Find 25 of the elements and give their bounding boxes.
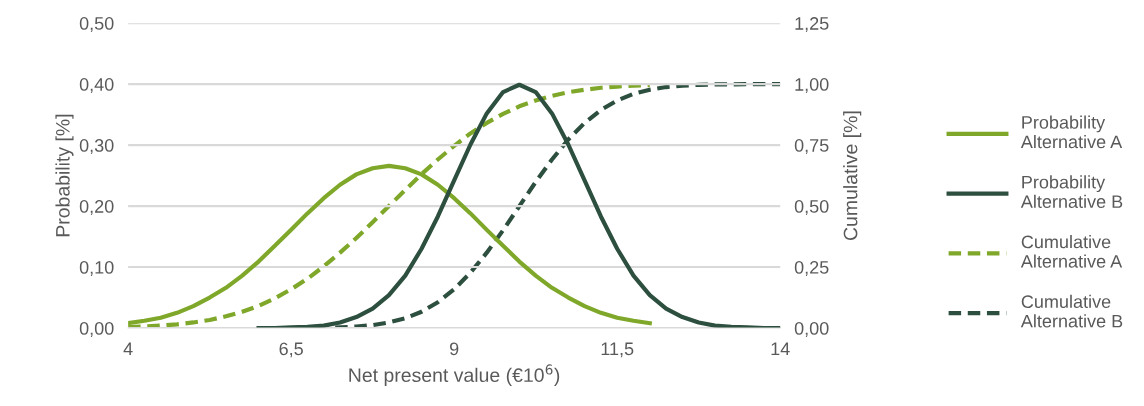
- y-tick-label: 0,30: [79, 139, 114, 154]
- y2-axis-title: Cumulative [%]: [843, 111, 862, 240]
- y2-tick-label: 0,00: [794, 321, 829, 337]
- y-tick-label: 0,50: [79, 17, 114, 32]
- legend-label: Probability Alternative B: [1020, 175, 1123, 208]
- x-tick-label: 14: [771, 342, 790, 356]
- y2-tick-label: 1,00: [795, 78, 829, 93]
- y2-tick-label: 1,25: [795, 17, 829, 32]
- x-tick-label: 4: [123, 342, 133, 356]
- legend-label: Cumulative Alternative B: [1020, 294, 1123, 328]
- x-axis-title: Net present value (€10$^{6}$): [349, 364, 560, 386]
- y2-tick-label: 0,75: [794, 139, 829, 154]
- y-tick-label: 0,20: [79, 200, 114, 215]
- x-tick-label: 11,5: [601, 342, 634, 358]
- y-tick-label: 0,10: [79, 261, 114, 276]
- line-series: [128, 83, 652, 329]
- y-tick-label: 0,40: [79, 78, 114, 93]
- y-axis-title: Probability [%]: [55, 114, 74, 237]
- x-tick-label: 6,5: [279, 342, 303, 358]
- y2-tick-label: 0,50: [794, 200, 829, 215]
- legend-label: Probability Alternative A: [1020, 115, 1123, 149]
- y-tick-label: 0,00: [79, 321, 114, 337]
- x-tick-label: 9: [449, 342, 459, 356]
- y2-tick-label: 0,25: [794, 261, 829, 276]
- legend-label: Cumulative Alternative A: [1020, 235, 1123, 268]
